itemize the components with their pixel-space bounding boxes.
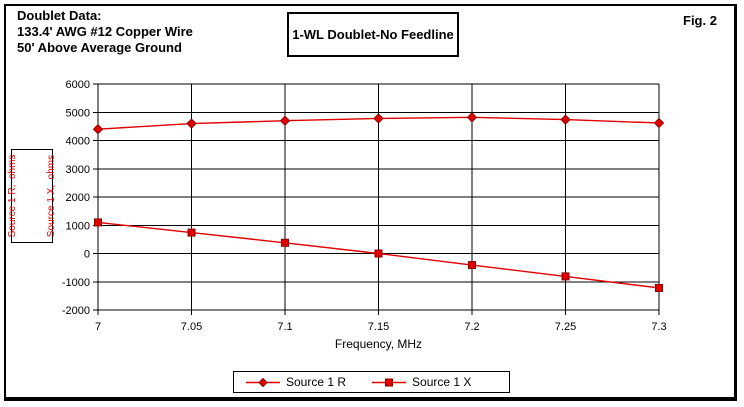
data-point-source-1-x xyxy=(655,283,663,292)
data-point-source-1-x xyxy=(561,272,570,281)
chart-annotation: Doublet Data: 133.4' AWG #12 Copper Wire… xyxy=(17,8,193,56)
data-point-source-1-r xyxy=(279,115,291,126)
x-tick-label: 7 xyxy=(95,321,101,333)
legend-line-square-icon xyxy=(372,378,407,386)
y-tick-label: 6000 xyxy=(66,79,90,91)
figure-border xyxy=(4,4,737,401)
y-tick-label: 2000 xyxy=(66,192,90,204)
y-tick-label: 3000 xyxy=(66,164,90,176)
y-tick-label: 1000 xyxy=(66,220,90,232)
data-point-source-1-r xyxy=(560,114,571,125)
legend-sample-marker-square xyxy=(385,378,394,386)
y-tick-label: 0 xyxy=(84,249,90,261)
chart-title: 1-WL Doublet-No Feedline xyxy=(292,27,454,42)
data-point-source-1-r xyxy=(186,118,197,129)
data-point-source-1-x xyxy=(94,218,102,227)
y-tick-label: 5000 xyxy=(66,107,90,119)
y-tick-label: 4000 xyxy=(66,136,90,148)
legend-label: Source 1 R xyxy=(286,375,347,389)
x-tick-label: 7.2 xyxy=(464,321,479,333)
data-point-source-1-r xyxy=(653,117,665,129)
data-point-source-1-x xyxy=(468,261,476,270)
data-point-source-1-r xyxy=(373,113,384,124)
legend-line-diamond-icon xyxy=(246,377,280,387)
y-axis-title-box: Source 1 R, ohms Source 1 X, ohms xyxy=(7,149,57,243)
x-axis-title: Frequency, MHz xyxy=(334,337,423,351)
data-point-source-1-r xyxy=(466,112,478,123)
annotation-line-3: 50' Above Average Ground xyxy=(17,40,182,55)
data-point-source-1-x xyxy=(281,238,289,247)
x-tick-label: 7.25 xyxy=(555,321,576,333)
x-tick-label: 7.1 xyxy=(277,321,292,333)
y-tick-label: -2000 xyxy=(62,305,90,317)
annotation-line-1: Doublet Data: xyxy=(17,8,102,23)
chart-title-box: 1-WL Doublet-No Feedline xyxy=(287,12,459,57)
legend: Source 1 R Source 1 X xyxy=(233,371,510,393)
legend-label: Source 1 X xyxy=(412,375,472,389)
x-tick-label: 7.3 xyxy=(651,321,666,333)
y-tick-label: -1000 xyxy=(62,277,90,289)
x-tick-label: 7.05 xyxy=(181,321,202,333)
x-tick-label: 7.15 xyxy=(368,321,389,333)
legend-sample-marker-diamond xyxy=(258,377,268,387)
legend-item-source-1-r: Source 1 R xyxy=(246,375,346,389)
data-point-source-1-x xyxy=(374,249,383,258)
data-point-source-1-r xyxy=(92,123,104,135)
annotation-line-2: 133.4' AWG #12 Copper Wire xyxy=(17,24,193,39)
data-point-source-1-x xyxy=(187,228,196,237)
legend-item-source-1-x: Source 1 X xyxy=(372,375,471,389)
figure-number: Fig. 2 xyxy=(683,13,717,28)
